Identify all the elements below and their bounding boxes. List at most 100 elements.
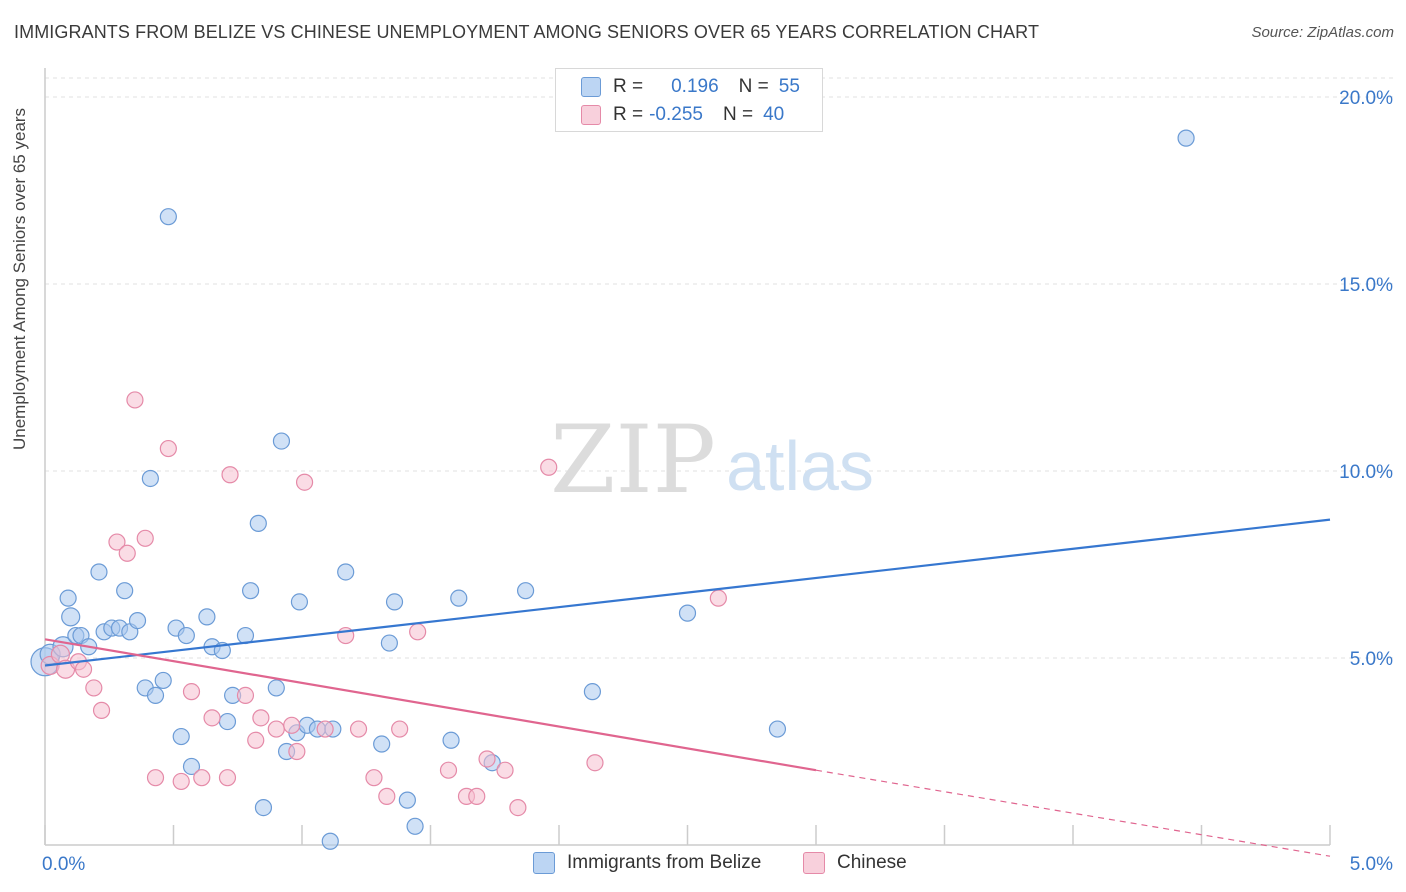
chinese-point: [283, 716, 301, 734]
belize-point: [177, 626, 195, 645]
chinese-point: [586, 754, 604, 772]
belize-point: [337, 563, 355, 581]
chinese-point: [349, 720, 368, 738]
legend-n-label: N =: [722, 104, 754, 125]
chart-title: IMMIGRANTS FROM BELIZE VS CHINESE UNEMPL…: [14, 22, 1040, 42]
y-tick-label: 10.0%: [1339, 462, 1393, 483]
belize-point: [290, 593, 309, 611]
belize-point: [254, 798, 273, 817]
chinese-point: [118, 544, 136, 562]
legend-n-value: 40: [763, 104, 785, 125]
belize-point: [373, 735, 391, 753]
belize-point: [385, 593, 404, 611]
belize-point: [516, 582, 535, 600]
chinese-point: [365, 769, 383, 787]
legend-item-chinese[interactable]: Chinese: [803, 852, 907, 874]
belize-point: [182, 757, 201, 776]
chinese-point: [439, 761, 458, 779]
legend-label-chinese: Chinese: [837, 852, 907, 873]
chinese-point: [252, 709, 270, 727]
x-tick-label: 0.0%: [42, 854, 85, 875]
chinese-point: [182, 683, 201, 701]
belize-point: [583, 683, 602, 701]
axes: [44, 68, 1331, 846]
correlation-legend: R = 0.196 N = 55 R = -0.255 N = 40: [555, 68, 823, 132]
trend-lines: [44, 518, 1331, 857]
belize-point: [406, 817, 424, 835]
legend-r-label: R =: [613, 76, 644, 97]
legend-r-value: 0.196: [671, 76, 719, 97]
chinese-point: [468, 787, 486, 805]
chinese-trend-line: [44, 638, 817, 772]
chinese-point: [478, 750, 496, 768]
chinese-point: [496, 761, 514, 779]
legend-swatch-belize: [581, 77, 601, 97]
chinese-point: [288, 742, 306, 761]
belize-point: [1177, 129, 1195, 147]
belize-point: [59, 589, 77, 607]
chinese-point: [267, 720, 285, 738]
belize-point: [154, 671, 172, 690]
belize-point: [242, 582, 260, 600]
belize-point: [321, 832, 339, 850]
watermark-atlas: atlas: [726, 427, 874, 505]
legend-swatch-chinese: [803, 852, 825, 874]
x-tick-label: 5.0%: [1350, 854, 1393, 875]
chinese-point: [172, 772, 190, 791]
belize-point: [380, 634, 398, 652]
chinese-point: [108, 533, 126, 551]
belize-point: [146, 686, 165, 705]
belize-point: [128, 611, 147, 630]
belize-point: [218, 712, 237, 731]
legend-row-chinese: R = -0.255 N = 40: [556, 101, 784, 129]
belize-point: [768, 720, 787, 738]
belize-point: [272, 432, 291, 450]
chinese-point: [221, 466, 239, 484]
belize-point: [267, 679, 285, 697]
belize-point: [450, 589, 468, 607]
legend-n-value: 55: [778, 76, 800, 97]
chinese-point: [295, 473, 314, 491]
legend-swatch-chinese: [581, 105, 601, 125]
chinese-point: [159, 439, 177, 458]
belize-point: [61, 607, 81, 627]
belize-point: [678, 604, 697, 622]
legend-label-belize: Immigrants from Belize: [567, 852, 762, 873]
y-tick-label: 15.0%: [1339, 275, 1393, 296]
chinese-point: [316, 720, 334, 738]
belize-trend-line: [44, 518, 1331, 667]
chinese-point: [92, 701, 111, 719]
belize-point: [172, 727, 190, 746]
source-label: Source: ZipAtlas.com: [1251, 24, 1394, 41]
series-legend: Immigrants from Belize Chinese: [0, 850, 1406, 878]
data-points: [30, 129, 1195, 850]
legend-n-label: N =: [738, 76, 769, 97]
tick-labels: 5.0% 10.0% 15.0% 20.0% 0.0% 5.0%: [42, 88, 1393, 875]
belize-point: [442, 731, 460, 749]
chinese-point: [74, 660, 93, 678]
belize-point: [249, 514, 267, 532]
legend-row-belize: R = 0.196 N = 55: [556, 73, 800, 101]
chinese-point: [409, 623, 427, 641]
legend-item-belize[interactable]: Immigrants from Belize: [533, 852, 761, 874]
belize-point: [159, 208, 177, 226]
gridlines: [45, 77, 1395, 659]
legend-r-label: R =: [613, 104, 644, 125]
chinese-point: [509, 798, 527, 817]
belize-point: [116, 582, 134, 600]
watermark-zip: ZIP: [550, 406, 716, 515]
chinese-point: [126, 391, 144, 409]
chinese-point: [146, 769, 165, 787]
chinese-point: [193, 769, 211, 787]
chinese-point: [247, 731, 265, 749]
chinese-point: [236, 686, 255, 705]
chinese-point: [378, 787, 396, 805]
belize-point: [141, 469, 159, 488]
belize-point: [198, 608, 216, 626]
legend-r-value: -0.255: [649, 104, 703, 125]
chinese-point: [709, 589, 727, 607]
chinese-point: [540, 458, 558, 476]
y-tick-label: 20.0%: [1339, 88, 1393, 109]
chinese-point: [218, 769, 237, 787]
